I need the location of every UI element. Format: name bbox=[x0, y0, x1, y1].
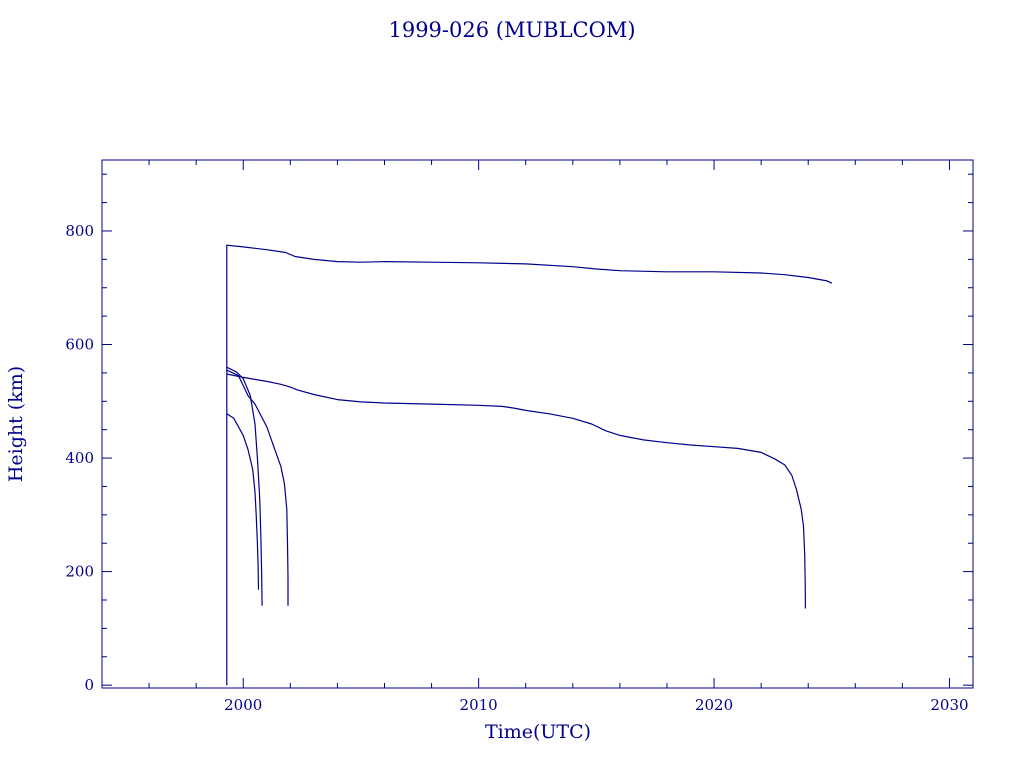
y-tick-label: 0 bbox=[84, 676, 94, 694]
y-tick-label: 400 bbox=[65, 449, 94, 467]
series-line-2 bbox=[226, 373, 807, 609]
y-axis-label: Height (km) bbox=[5, 366, 27, 482]
series-line-5 bbox=[226, 369, 289, 606]
x-axis-label: Time(UTC) bbox=[485, 721, 591, 743]
y-tick-label: 600 bbox=[65, 336, 94, 354]
plot-frame bbox=[101, 159, 974, 689]
x-tick-label: 2030 bbox=[930, 696, 968, 714]
x-tick-label: 2020 bbox=[695, 696, 733, 714]
tick-labels: 2000 2010 2020 2030 0 200 400 600 800 bbox=[65, 222, 968, 714]
y-tick-label: 200 bbox=[65, 563, 94, 581]
series-line-3 bbox=[226, 366, 263, 606]
axis-ticks bbox=[101, 160, 973, 688]
series-line-1 bbox=[226, 244, 833, 686]
series-line-4 bbox=[226, 413, 260, 590]
y-tick-label: 800 bbox=[65, 222, 94, 240]
chart-title: 1999-026 (MUBLCOM) bbox=[388, 18, 635, 42]
series-lines bbox=[226, 244, 833, 686]
x-tick-label: 2010 bbox=[460, 696, 498, 714]
x-tick-label: 2000 bbox=[224, 696, 262, 714]
